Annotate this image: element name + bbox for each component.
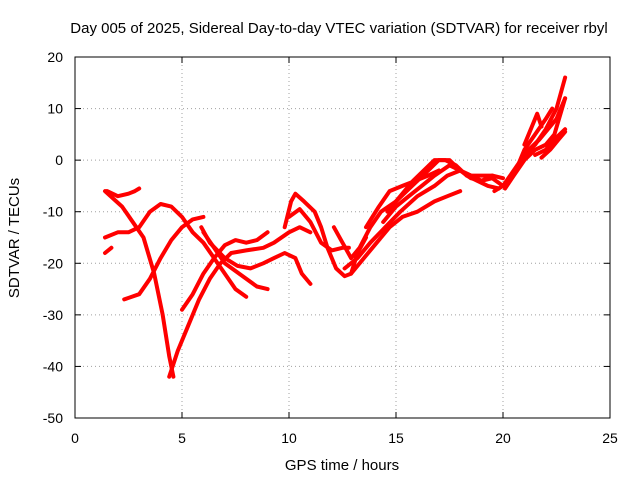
series-line-arc-17 — [364, 168, 441, 230]
x-axis-label: GPS time / hours — [285, 457, 399, 474]
series-line-arc-11 — [287, 207, 351, 253]
series-line-arc-5 — [122, 214, 206, 302]
series-line-arc-15 — [381, 163, 505, 224]
series-line-arc-9 — [201, 230, 270, 292]
series-line-arc-2 — [103, 245, 114, 255]
data-series — [103, 75, 568, 379]
series-line-arc-3 — [103, 202, 249, 299]
y-axis-label: SDTVAR / TECUs — [6, 178, 23, 298]
series-line-arc-24 — [539, 129, 568, 160]
plot-frame — [74, 56, 611, 419]
grid-lines — [75, 57, 610, 418]
y-tick-label: -10 — [43, 204, 63, 220]
x-tick-label: 5 — [178, 430, 186, 446]
x-tick-label: 15 — [388, 430, 404, 446]
series-line-arc-21 — [513, 106, 555, 173]
series-line-arc-22 — [522, 111, 544, 147]
x-tick-label: 25 — [602, 430, 618, 446]
x-tick-labels: 0 5 10 15 20 25 — [71, 430, 618, 446]
y-tick-label: -30 — [43, 307, 63, 323]
y-tick-label: 20 — [47, 49, 63, 65]
x-tick-label: 10 — [281, 430, 297, 446]
series-line-arc-16 — [385, 158, 501, 214]
x-tick-label: 20 — [495, 430, 511, 446]
series-line-arc-6 — [167, 225, 313, 379]
y-tick-label: -50 — [43, 410, 63, 426]
y-tick-label: -40 — [43, 358, 63, 374]
series-line-arc-7 — [180, 230, 270, 312]
series-line-arc-1 — [103, 189, 176, 379]
y-tick-labels: -50 -40 -30 -20 -10 0 10 20 — [43, 49, 63, 426]
y-tick-label: 0 — [55, 152, 63, 168]
series-line-arc-14 — [349, 189, 463, 276]
chart-title: Day 005 of 2025, Sidereal Day-to-day VTE… — [70, 20, 607, 37]
x-tick-label: 0 — [71, 430, 79, 446]
y-tick-label: 10 — [47, 101, 63, 117]
series-line-arc-23 — [533, 127, 568, 157]
y-tick-label: -20 — [43, 255, 63, 271]
series-line-arc-4 — [105, 186, 142, 199]
axis-ticks — [74, 56, 611, 419]
